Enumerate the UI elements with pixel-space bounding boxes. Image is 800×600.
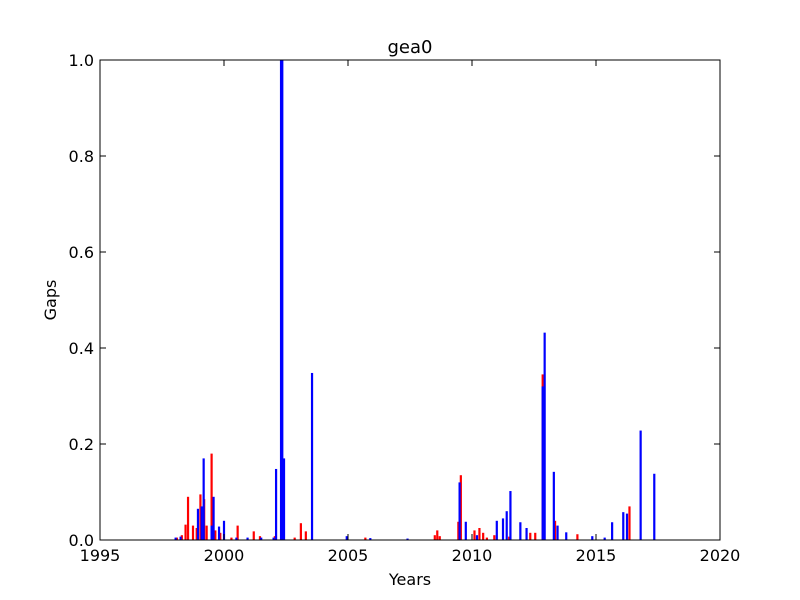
bar-series-1-15 (281, 60, 284, 540)
bar-series-0-1 (180, 535, 183, 540)
bar-series-0-27 (478, 528, 481, 540)
bar-series-0-29 (485, 537, 488, 540)
bar-series-1-30 (541, 386, 544, 540)
bar-series-1-14 (279, 60, 283, 540)
x-tick-label-4: 2015 (576, 546, 617, 565)
bar-series-0-2 (184, 524, 187, 540)
bar-series-1-17 (310, 372, 314, 540)
bar-series-0-8 (205, 525, 208, 540)
x-tick-label-3: 2010 (452, 546, 493, 565)
bar-series-1-0 (174, 537, 177, 540)
x-tick-label-0: 1995 (80, 546, 121, 565)
y-tick-label-3: 0.6 (69, 243, 94, 262)
bar-series-1-37 (611, 522, 614, 540)
bar-series-1-9 (235, 537, 238, 540)
bar-series-1-33 (556, 525, 559, 540)
bar-series-0-11 (219, 532, 222, 540)
bar-series-1-12 (272, 537, 275, 540)
y-tick-label-5: 1.0 (69, 51, 94, 70)
bar-series-0-13 (236, 525, 239, 540)
bar-series-1-11 (260, 537, 263, 540)
bar-series-0-5 (195, 528, 198, 540)
bar-series-1-31 (543, 332, 546, 540)
bar-series-1-13 (274, 468, 278, 540)
bar-series-1-19 (369, 538, 372, 540)
bar-series-1-21 (458, 482, 461, 540)
bar-series-1-3 (200, 506, 203, 540)
bar-series-0-24 (457, 521, 460, 540)
bar-series-0-16 (273, 536, 276, 540)
bar-series-1-7 (217, 526, 221, 540)
bar-series-1-41 (653, 473, 656, 540)
bar-series-0-31 (508, 536, 511, 540)
bar-series-0-3 (186, 496, 190, 540)
plot-frame (99, 59, 721, 541)
bar-series-0-15 (258, 536, 262, 540)
bar-series-0-26 (473, 530, 476, 540)
bar-series-0-20 (364, 537, 367, 540)
bar-series-0-23 (438, 536, 441, 540)
bar-series-0-0 (175, 537, 178, 540)
bar-series-1-26 (505, 511, 508, 540)
bar-series-1-18 (345, 536, 348, 540)
y-tick-label-2: 0.4 (69, 339, 94, 358)
bar-series-0-10 (214, 530, 217, 540)
bar-series-0-12 (230, 537, 233, 540)
bar-series-0-4 (191, 525, 195, 540)
bar-series-1-20 (406, 538, 409, 540)
y-axis-label: Gaps (41, 280, 60, 321)
x-tick-label-5: 2020 (700, 546, 741, 565)
bar-series-1-24 (495, 520, 498, 540)
bar-series-1-36 (603, 537, 606, 540)
y-tick-label-0: 0.0 (69, 531, 94, 550)
bar-series-0-25 (459, 475, 462, 540)
y-tick-label-4: 0.8 (69, 147, 94, 166)
bar-series-0-17 (293, 537, 296, 540)
bar-series-1-8 (222, 520, 226, 540)
bar-series-1-39 (625, 513, 629, 540)
bar-series-0-18 (299, 523, 302, 540)
bar-series-0-28 (482, 532, 485, 540)
bar-series-1-34 (565, 532, 568, 540)
bar-series-1-32 (552, 471, 555, 540)
bar-series-1-38 (622, 512, 625, 540)
y-tick-label-1: 0.2 (69, 435, 94, 454)
bar-series-1-10 (246, 537, 249, 540)
bar-series-1-27 (509, 491, 512, 540)
bar-series-1-23 (475, 535, 479, 540)
bar-series-1-29 (525, 528, 528, 540)
bar-series-0-36 (576, 534, 579, 540)
x-tick-label-2: 2005 (328, 546, 369, 565)
bar-series-1-5 (210, 525, 213, 540)
bar-series-1-1 (179, 536, 182, 540)
ticks-layer: 1995 2000 2005 2010 2015 2020 0.0 0.2 0.4 0.6 0.8 1… (69, 51, 741, 565)
bar-series-0-32 (529, 532, 532, 540)
bar-series-0-19 (304, 531, 307, 540)
x-tick-label-1: 2000 (204, 546, 245, 565)
bar-series-0-6 (199, 494, 202, 540)
bar-series-1-4 (202, 458, 205, 540)
bar-series-0-14 (252, 531, 255, 540)
bar-series-0-33 (534, 532, 537, 540)
bar-series-1-22 (464, 521, 467, 540)
bar-series-0-35 (553, 520, 557, 540)
chart-title: gea0 (388, 37, 433, 58)
bar-series-0-37 (628, 506, 631, 540)
bars-layer (174, 60, 656, 540)
bar-series-1-2 (196, 508, 200, 540)
bar-series-1-25 (501, 518, 505, 540)
bar-series-1-28 (519, 522, 522, 540)
bar-series-1-40 (639, 430, 642, 540)
bar-series-0-22 (436, 530, 439, 540)
bar-series-1-6 (212, 496, 215, 540)
bar-series-1-35 (591, 536, 594, 540)
bar-series-0-9 (210, 453, 213, 540)
bar-series-0-30 (493, 535, 496, 540)
bar-series-1-16 (282, 458, 286, 540)
x-axis-label: Years (388, 570, 431, 589)
bar-series-0-21 (433, 535, 436, 540)
